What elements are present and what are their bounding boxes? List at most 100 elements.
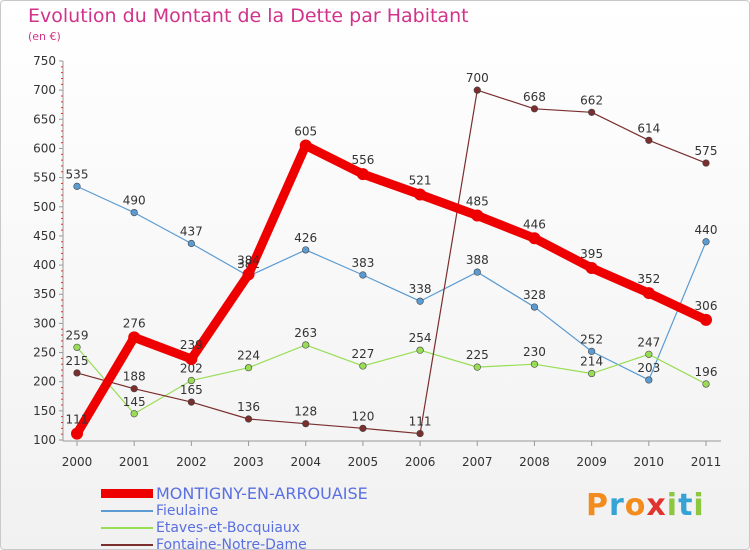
series-line-2 xyxy=(76,344,707,415)
data-label-1: 535 xyxy=(66,167,89,181)
data-point-3 xyxy=(645,136,653,144)
chart-title: Evolution du Montant de la Dette par Hab… xyxy=(28,5,469,27)
data-label-2: 230 xyxy=(523,345,546,359)
data-label-3: 700 xyxy=(466,71,489,85)
logo-letter: i xyxy=(666,488,679,523)
logo-letter: o xyxy=(624,488,647,523)
data-point-0 xyxy=(585,261,598,274)
data-point-2 xyxy=(530,360,539,368)
data-point-2 xyxy=(645,350,653,358)
data-point-1 xyxy=(416,297,424,305)
data-point-3 xyxy=(359,424,367,432)
data-point-3 xyxy=(473,86,481,94)
series-line-3 xyxy=(76,89,707,435)
data-label-0: 306 xyxy=(695,299,718,313)
data-label-3: 136 xyxy=(237,400,260,414)
data-point-0 xyxy=(642,287,655,300)
legend-label: MONTIGNY-EN-ARROUAISE xyxy=(156,484,368,503)
x-tick-label: 2011 xyxy=(691,455,722,469)
data-label-3: 128 xyxy=(294,405,317,419)
legend-label: Fieulaine xyxy=(156,502,219,519)
data-point-3 xyxy=(244,415,253,423)
legend-item: Fontaine-Notre-Dame xyxy=(101,536,368,550)
data-point-1 xyxy=(187,239,195,248)
data-point-3 xyxy=(530,105,539,113)
legend: MONTIGNY-EN-ARROUAISE Fieulaine Etaves-et-… xyxy=(101,484,368,550)
logo-letter: r xyxy=(609,488,625,523)
x-tick-label: 2003 xyxy=(233,455,264,469)
data-label-2: 247 xyxy=(637,335,660,349)
data-label-3: 668 xyxy=(523,90,546,104)
data-label-1: 388 xyxy=(466,253,489,267)
data-point-3 xyxy=(702,159,710,167)
x-tick-label: 2010 xyxy=(634,455,665,469)
data-label-3: 120 xyxy=(351,409,374,423)
data-point-0 xyxy=(471,209,484,222)
data-label-2: 227 xyxy=(351,347,374,361)
data-point-1 xyxy=(130,209,138,217)
data-label-2: 202 xyxy=(180,362,203,376)
legend-item: Etaves-et-Bocquiaux xyxy=(101,519,368,536)
y-tick-label: 250 xyxy=(33,346,56,360)
x-tick-label: 2008 xyxy=(519,455,550,469)
y-tick-label: 400 xyxy=(33,258,56,272)
logo-letter: t xyxy=(678,488,694,523)
legend-label: Fontaine-Notre-Dame xyxy=(156,536,307,550)
series-line-1 xyxy=(76,185,707,381)
data-label-1: 426 xyxy=(294,231,317,245)
data-point-2 xyxy=(588,369,596,378)
data-point-3 xyxy=(130,385,138,393)
logo-letter: i xyxy=(693,488,705,523)
legend-swatch xyxy=(101,543,153,546)
series-line-0 xyxy=(72,141,711,439)
data-label-3: 111 xyxy=(409,415,432,429)
data-label-1: 383 xyxy=(351,256,374,270)
data-label-2: 145 xyxy=(123,395,146,409)
data-point-2 xyxy=(73,343,81,351)
legend-item: Fieulaine xyxy=(101,502,368,519)
data-label-1: 437 xyxy=(180,225,203,239)
data-point-2 xyxy=(416,346,424,354)
data-label-0: 239 xyxy=(180,338,203,352)
x-tick-label: 2002 xyxy=(176,455,207,469)
logo-letter: x xyxy=(646,488,667,523)
data-label-2: 263 xyxy=(294,326,317,340)
data-point-1 xyxy=(702,238,710,246)
y-tick-label: 500 xyxy=(33,200,56,214)
data-point-2 xyxy=(473,363,481,371)
data-label-1: 203 xyxy=(637,361,660,375)
data-point-0 xyxy=(71,427,83,440)
data-point-1 xyxy=(73,182,81,190)
y-tick-label: 450 xyxy=(33,229,56,243)
data-label-2: 196 xyxy=(695,365,718,379)
y-tick-label: 350 xyxy=(33,287,56,301)
data-label-1: 440 xyxy=(695,223,718,237)
data-label-0: 485 xyxy=(466,195,489,209)
data-point-1 xyxy=(302,246,310,254)
proxiti-logo: Proxiti xyxy=(586,488,705,523)
data-point-0 xyxy=(414,188,427,201)
legend-swatch xyxy=(101,489,153,498)
data-point-2 xyxy=(359,362,367,370)
y-tick-label: 100 xyxy=(33,433,56,447)
data-point-0 xyxy=(185,352,198,365)
data-label-1: 328 xyxy=(523,288,546,302)
data-point-1 xyxy=(645,376,653,384)
legend-swatch xyxy=(101,509,153,512)
legend-item: MONTIGNY-EN-ARROUAISE xyxy=(101,484,368,503)
data-point-3 xyxy=(302,420,310,428)
data-label-0: 384 xyxy=(237,253,260,267)
data-label-0: 446 xyxy=(523,217,546,231)
data-point-1 xyxy=(530,303,539,311)
data-label-1: 490 xyxy=(123,194,146,208)
data-point-2 xyxy=(187,376,195,385)
x-tick-label: 2006 xyxy=(405,455,436,469)
data-point-2 xyxy=(130,410,138,418)
x-tick-label: 2001 xyxy=(119,455,150,469)
y-tick-label: 600 xyxy=(33,141,56,155)
y-tick-label: 650 xyxy=(33,112,56,126)
logo-letter: P xyxy=(586,488,609,523)
data-label-0: 111 xyxy=(66,413,89,427)
chart-subtitle: (en €) xyxy=(28,30,61,43)
